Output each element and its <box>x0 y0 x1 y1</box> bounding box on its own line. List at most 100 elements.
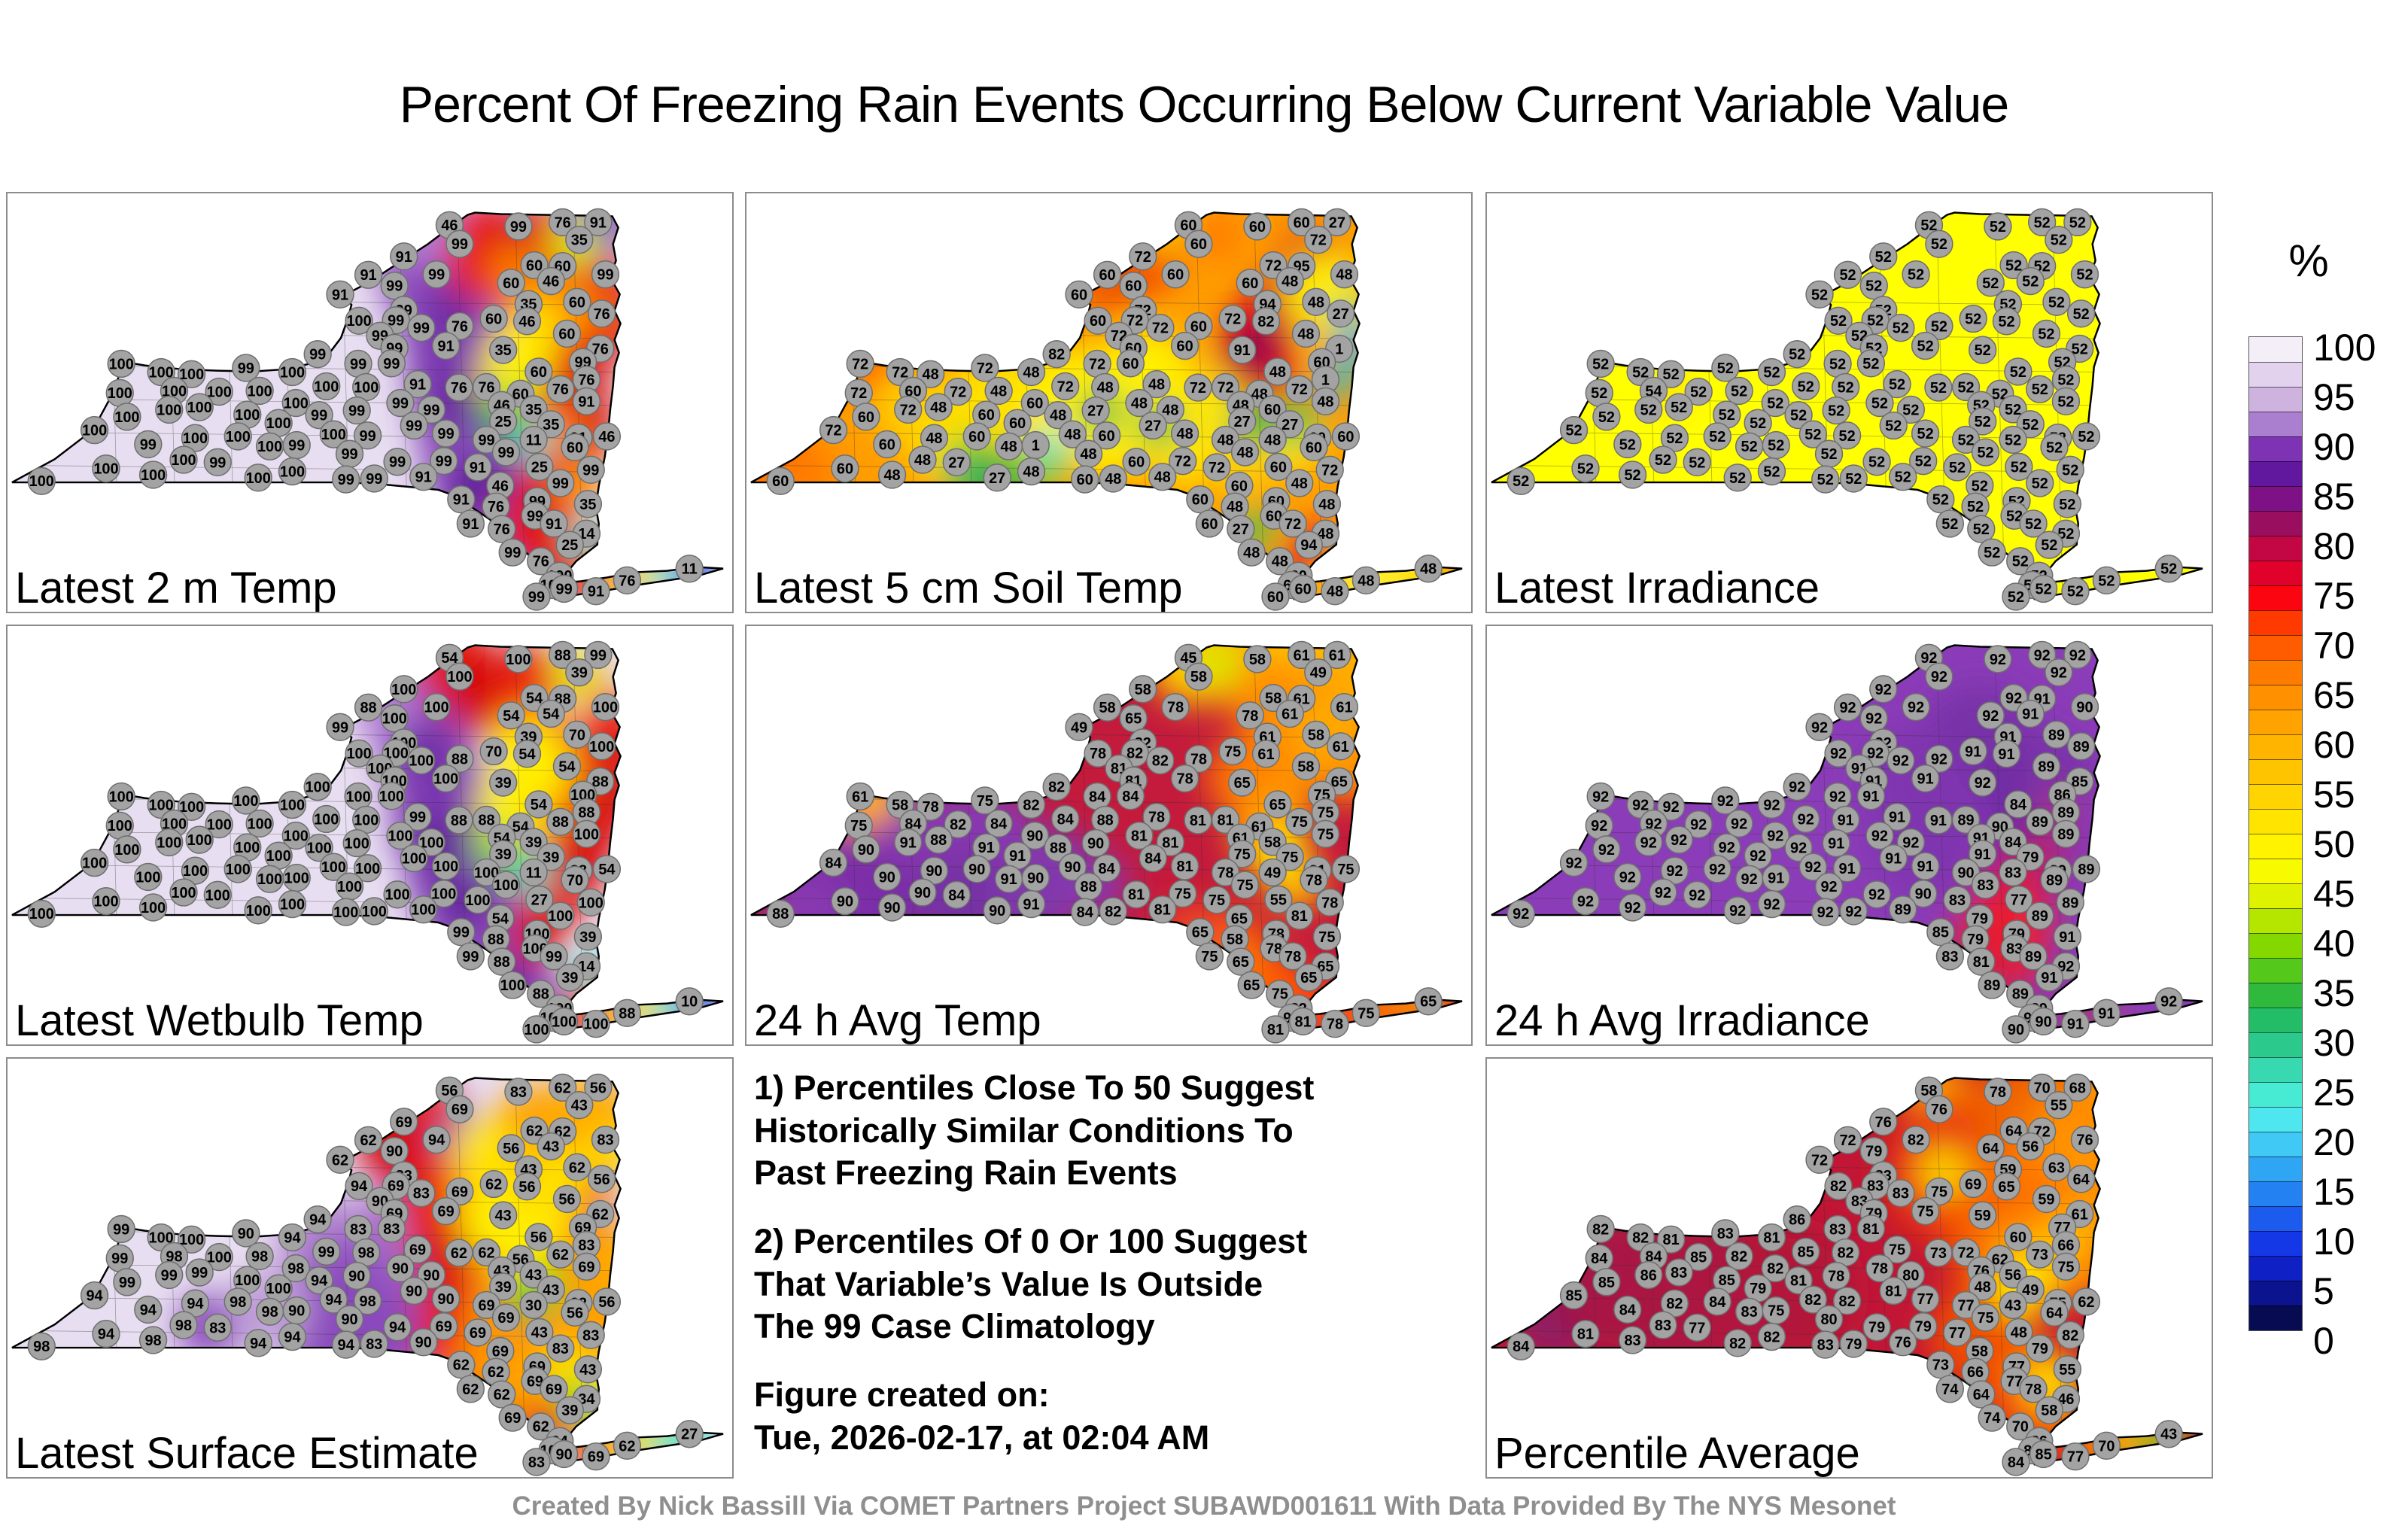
svg-text:78: 78 <box>1285 949 1301 965</box>
svg-text:69: 69 <box>451 1184 468 1200</box>
station-marker: 62 <box>354 1126 383 1154</box>
station-marker: 48 <box>1258 425 1287 454</box>
colorbar-segment <box>2249 660 2302 685</box>
svg-text:65: 65 <box>1234 775 1251 792</box>
station-marker: 83 <box>203 1313 232 1342</box>
svg-text:69: 69 <box>578 1259 594 1275</box>
svg-text:65: 65 <box>1998 1179 2014 1196</box>
station-marker: 90 <box>335 1305 364 1333</box>
svg-text:98: 98 <box>360 1293 376 1310</box>
svg-text:60: 60 <box>567 439 583 456</box>
station-marker: 52 <box>1879 411 1908 440</box>
svg-text:83: 83 <box>1741 1304 1758 1321</box>
svg-text:78: 78 <box>2025 1382 2042 1398</box>
station-marker: 91 <box>894 828 923 857</box>
svg-text:99: 99 <box>389 454 406 471</box>
svg-text:90: 90 <box>1957 865 1974 881</box>
svg-text:100: 100 <box>354 379 379 396</box>
svg-text:92: 92 <box>1719 840 1735 856</box>
station-marker: 52 <box>1969 336 1997 364</box>
station-marker: 84 <box>1613 1295 1642 1324</box>
svg-text:89: 89 <box>2046 872 2063 889</box>
svg-text:52: 52 <box>1640 402 1657 418</box>
svg-text:99: 99 <box>386 278 403 295</box>
station-marker: 100 <box>312 372 341 401</box>
station-marker: 82 <box>1723 1329 1752 1357</box>
station-marker: 69 <box>1959 1169 1987 1199</box>
station-marker: 75 <box>1312 923 1342 951</box>
svg-text:100: 100 <box>345 836 369 853</box>
svg-text:48: 48 <box>1162 402 1178 418</box>
station-marker: 58 <box>1093 693 1122 722</box>
svg-text:39: 39 <box>561 1403 578 1419</box>
svg-text:48: 48 <box>1336 267 1352 284</box>
station-marker: 65 <box>1119 704 1148 733</box>
colorbar-segment <box>2249 1032 2302 1057</box>
station-marker: 90 <box>908 878 937 907</box>
station-marker: 89 <box>2056 888 2084 916</box>
svg-text:39: 39 <box>495 1279 512 1296</box>
station-marker: 91 <box>584 208 613 237</box>
svg-text:76: 76 <box>1875 1114 1892 1131</box>
station-marker: 94 <box>303 1205 332 1234</box>
svg-text:76: 76 <box>578 372 594 388</box>
station-marker: 81 <box>1170 852 1199 880</box>
station-marker: 99 <box>335 439 364 468</box>
station-marker: 78 <box>1142 802 1171 831</box>
station-marker: 75 <box>971 786 999 815</box>
svg-text:79: 79 <box>2022 850 2039 866</box>
svg-text:100: 100 <box>179 1232 204 1248</box>
svg-text:100: 100 <box>574 826 599 843</box>
station-marker: 52 <box>2070 260 2099 289</box>
svg-text:90: 90 <box>341 1312 357 1328</box>
station-marker: 91 <box>390 242 418 271</box>
station-marker: 84 <box>1139 843 1167 873</box>
svg-text:52: 52 <box>2041 537 2057 554</box>
svg-text:81: 81 <box>1128 887 1145 904</box>
svg-text:52: 52 <box>2062 462 2078 479</box>
station-marker: 52 <box>2005 452 2033 482</box>
svg-text:48: 48 <box>1023 364 1039 381</box>
svg-text:74: 74 <box>1984 1410 2000 1427</box>
svg-text:80: 80 <box>1902 1267 1919 1284</box>
svg-text:48: 48 <box>923 366 939 383</box>
svg-text:52: 52 <box>1577 461 1594 478</box>
colorbar-segment <box>2249 561 2302 585</box>
station-marker: 91 <box>2016 699 2045 728</box>
station-marker: 100 <box>177 360 206 388</box>
station-marker: 65 <box>1186 918 1215 947</box>
panel-latest-5cm-soil-temp: 6060602760727272956060604848606094487260… <box>745 192 1473 613</box>
station-marker: 72 <box>1805 1145 1834 1175</box>
station-marker: 52 <box>1571 454 1600 483</box>
station-marker: 86 <box>1634 1260 1663 1290</box>
station-marker: 81 <box>1656 1225 1686 1254</box>
station-marker: 52 <box>1507 467 1535 495</box>
station-marker: 88 <box>354 693 383 722</box>
colorbar-tick: 35 <box>2313 972 2355 1014</box>
svg-text:83: 83 <box>350 1221 366 1238</box>
svg-text:60: 60 <box>978 407 995 424</box>
svg-text:52: 52 <box>1591 385 1607 402</box>
station-marker: 92 <box>2063 640 2092 670</box>
station-marker: 90 <box>2002 1015 2030 1044</box>
station-marker: 58 <box>2035 1396 2063 1424</box>
svg-text:60: 60 <box>1190 318 1207 335</box>
notes-line: Figure created on: <box>754 1375 1050 1415</box>
svg-text:72: 72 <box>1321 462 1338 479</box>
svg-text:83: 83 <box>552 1341 569 1357</box>
station-marker: 100 <box>491 871 521 899</box>
svg-text:81: 81 <box>1190 813 1206 829</box>
svg-text:75: 75 <box>1234 847 1251 863</box>
svg-text:52: 52 <box>1729 470 1746 487</box>
svg-text:92: 92 <box>1666 863 1683 880</box>
svg-text:72: 72 <box>1217 379 1233 396</box>
svg-text:81: 81 <box>1154 902 1171 919</box>
svg-text:100: 100 <box>93 894 118 910</box>
svg-text:75: 75 <box>1337 862 1354 878</box>
svg-text:69: 69 <box>1965 1176 1981 1193</box>
svg-text:48: 48 <box>1272 554 1288 570</box>
svg-text:90: 90 <box>1087 836 1104 853</box>
station-marker: 100 <box>332 898 360 926</box>
station-marker: 52 <box>1814 439 1844 468</box>
station-marker: 70 <box>2092 1431 2121 1460</box>
